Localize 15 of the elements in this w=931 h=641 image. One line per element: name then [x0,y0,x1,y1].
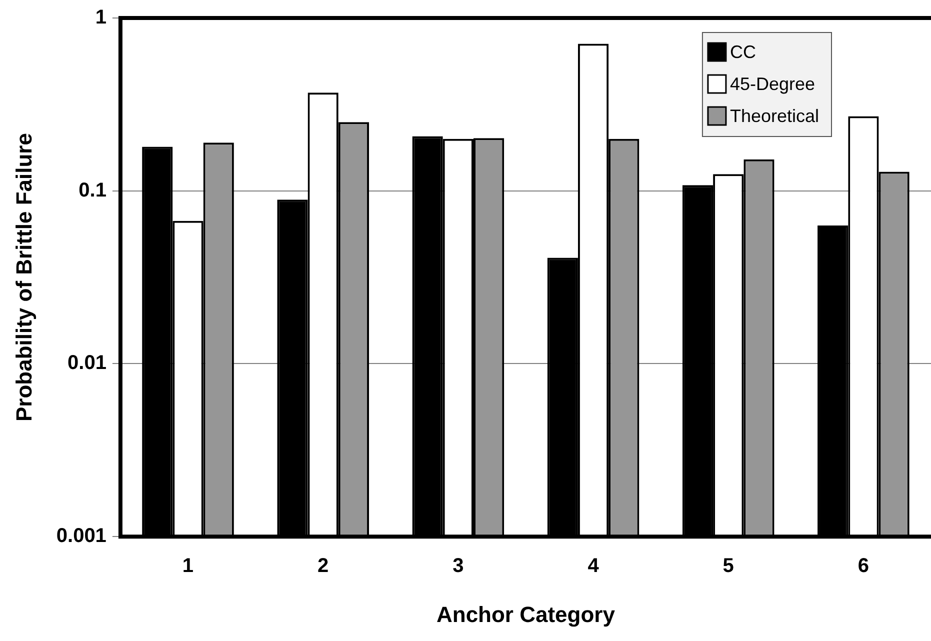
y-tick-label: 0.1 [78,179,106,202]
x-tick-label: 1 [182,555,194,578]
x-tick-label: 5 [722,555,734,578]
legend-label: 45-Degree [730,74,816,94]
y-tick-label: 0.001 [56,525,106,548]
legend-label: Theoretical [730,106,820,126]
x-tick-label: 3 [452,555,464,578]
x-axis-title: Anchor Category [436,602,616,627]
legend-label: CC [730,42,756,62]
x-tick-label: 6 [858,555,870,578]
y-tick-label: 0.01 [68,352,106,374]
x-tick-label: 2 [318,555,329,578]
y-tick-label: 1 [95,6,106,29]
x-tick-label: 4 [588,555,600,578]
y-axis-title: Probability of Brittle Failure [11,133,36,422]
